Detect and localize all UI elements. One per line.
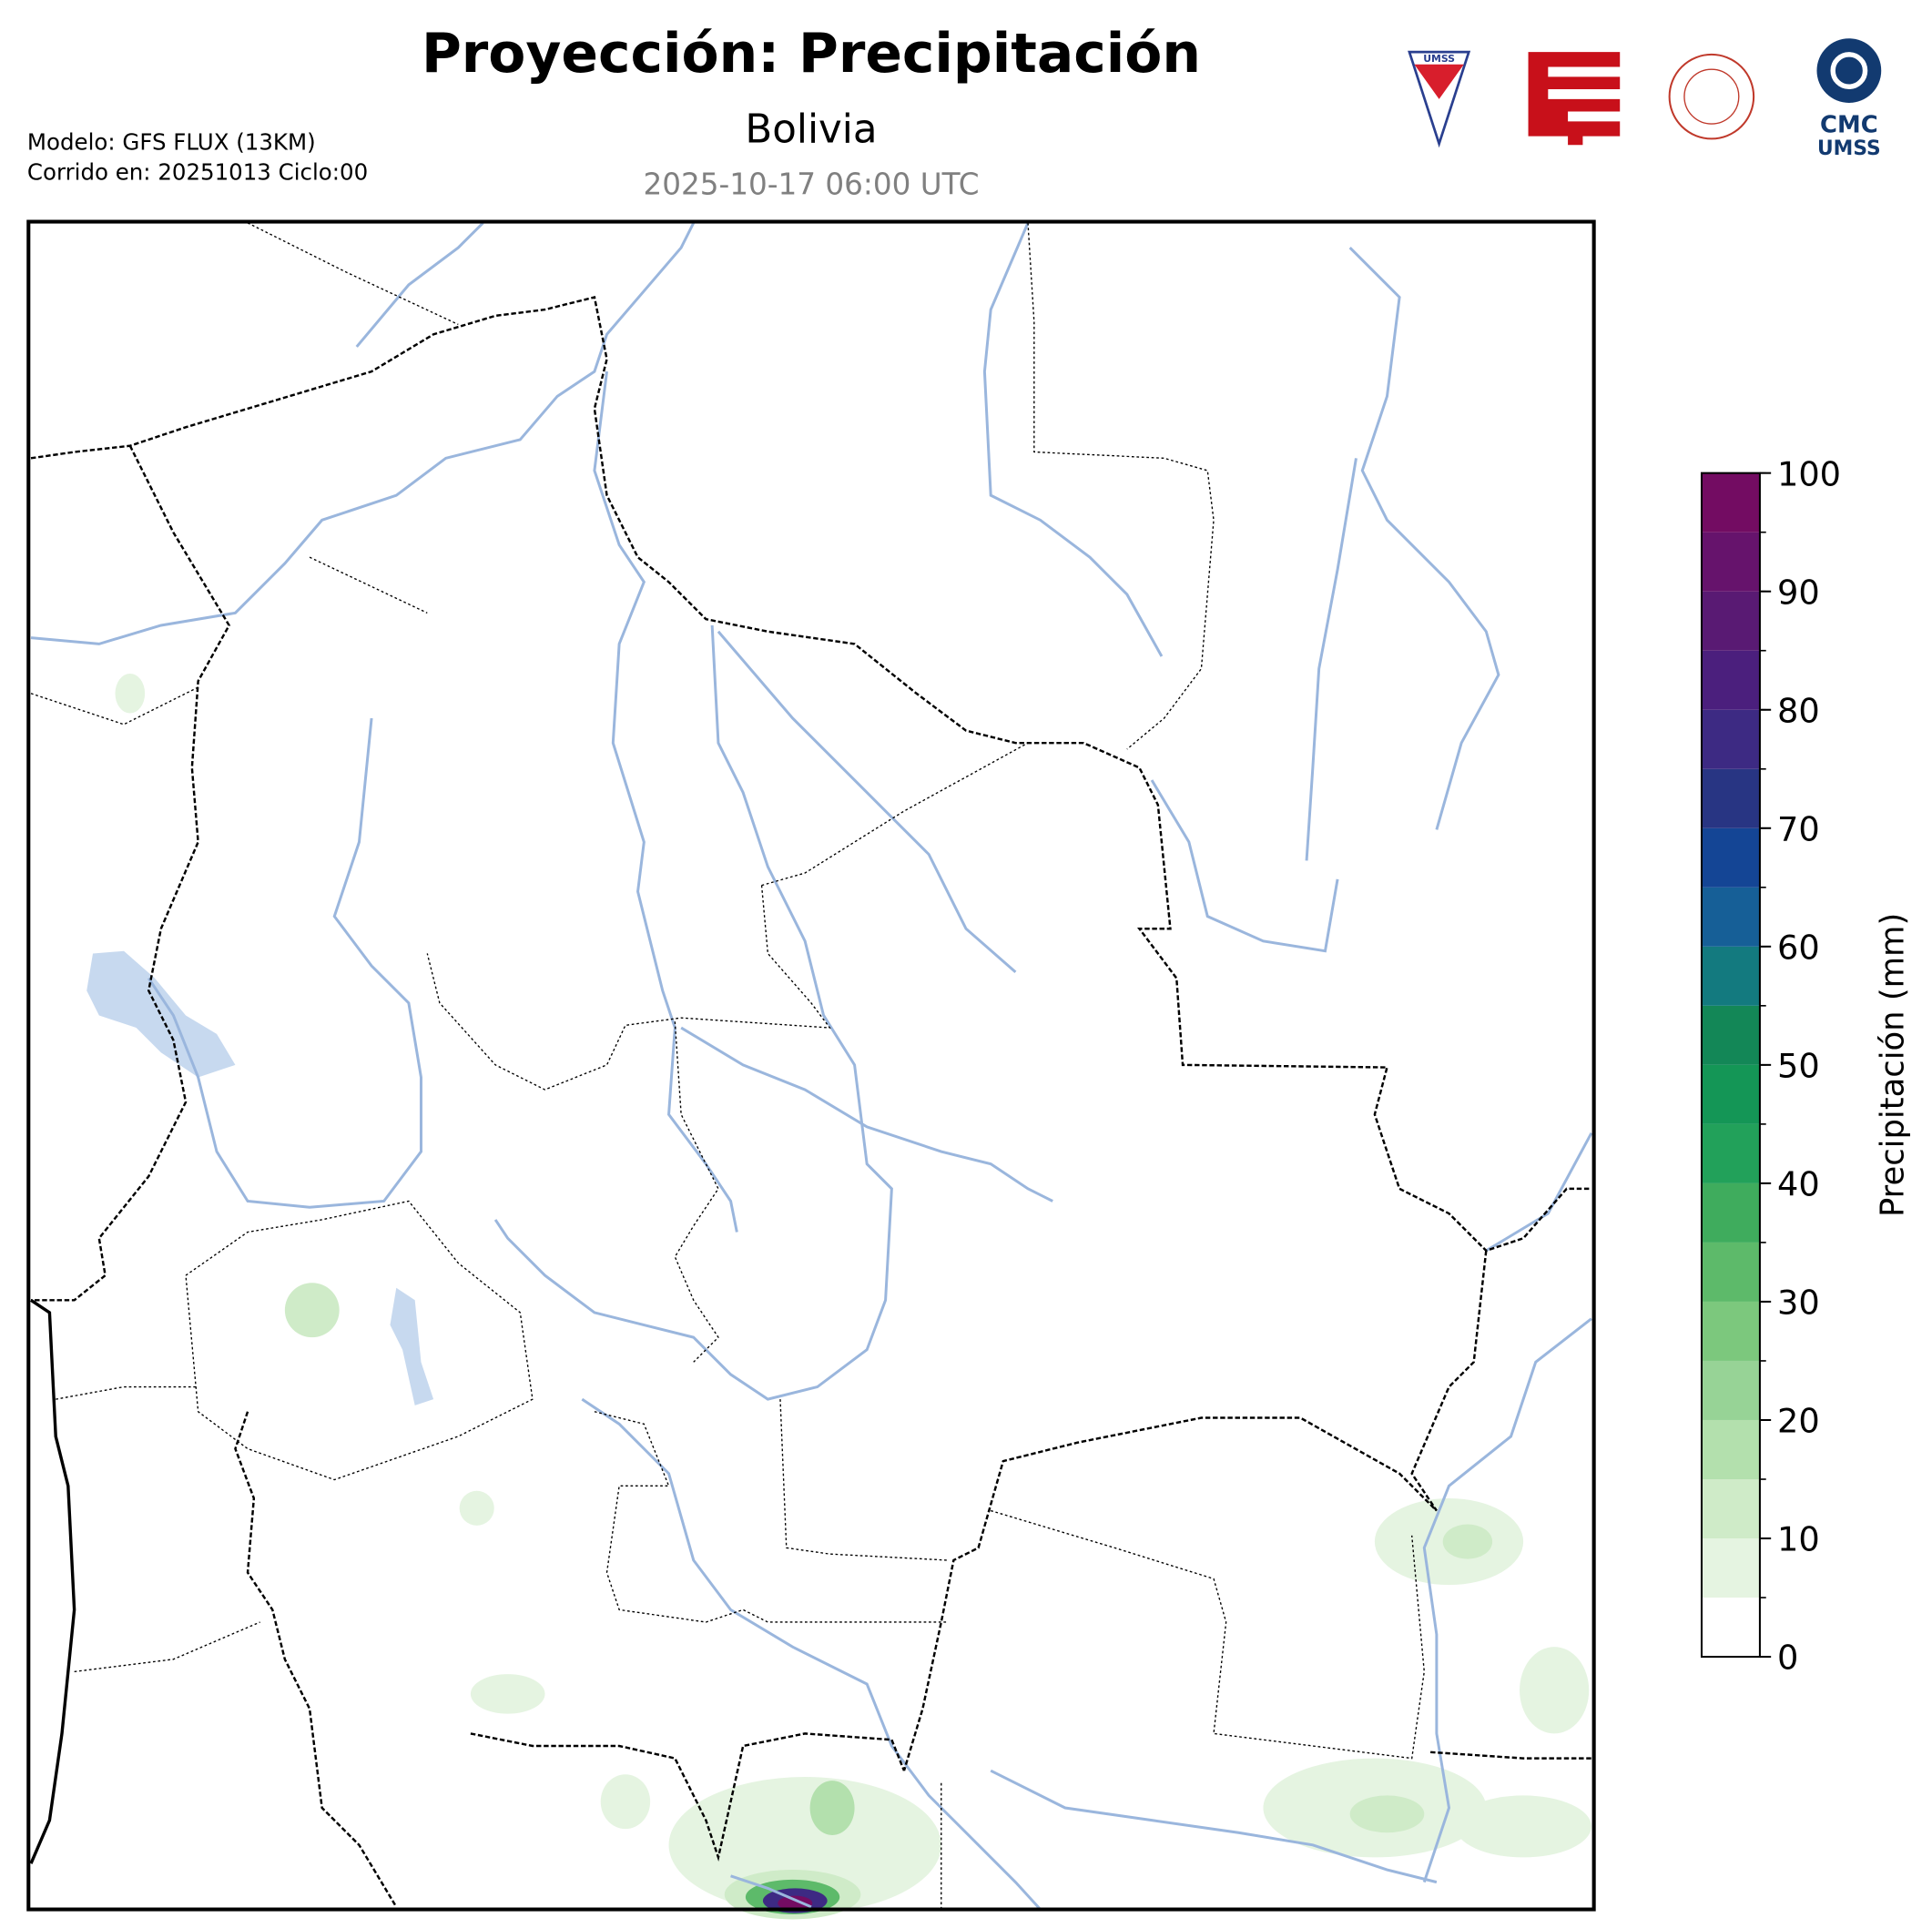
river bbox=[717, 630, 1017, 973]
rivers bbox=[30, 221, 1593, 1911]
admin-border bbox=[1027, 222, 1215, 750]
colorbar-segment bbox=[1701, 1064, 1760, 1124]
river bbox=[680, 1026, 1053, 1202]
tick-label: 80 bbox=[1777, 691, 1820, 730]
admin-border bbox=[779, 1399, 948, 1561]
colorbar-segment bbox=[1701, 1005, 1760, 1065]
border bbox=[31, 445, 231, 1302]
tick-label: 60 bbox=[1777, 928, 1820, 967]
rain-area bbox=[115, 674, 146, 714]
admin-border bbox=[674, 1021, 719, 1363]
tick-label: 0 bbox=[1777, 1639, 1798, 1678]
river bbox=[1422, 1317, 1592, 1883]
colorbar-segment bbox=[1701, 1598, 1760, 1658]
rain-area bbox=[1520, 1647, 1590, 1734]
border bbox=[1430, 1750, 1591, 1760]
colorbar-segment bbox=[1701, 709, 1760, 769]
logos: UMSS CMC UMSS bbox=[1408, 38, 1882, 160]
region: Bolivia bbox=[745, 107, 877, 152]
tick-label: 100 bbox=[1777, 454, 1841, 493]
logo-shield-red bbox=[1414, 64, 1464, 99]
valid-time: 2025-10-17 06:00 UTC bbox=[643, 167, 979, 202]
colorbar-segment bbox=[1701, 946, 1760, 1006]
border bbox=[902, 1250, 1488, 1771]
rain-area bbox=[470, 1674, 545, 1714]
colorbar-segment bbox=[1701, 887, 1760, 947]
coastline bbox=[29, 1298, 76, 1864]
rain-area bbox=[1455, 1795, 1591, 1858]
model-line: Corrido en: 20251013 Ciclo:00 bbox=[27, 158, 368, 185]
tick-label: 50 bbox=[1777, 1046, 1820, 1085]
river bbox=[990, 1769, 1438, 1884]
map-area bbox=[28, 221, 1594, 1910]
border bbox=[470, 1732, 906, 1862]
logo-cmc bbox=[1816, 38, 1882, 103]
river bbox=[730, 1874, 812, 1909]
colorbar-segment bbox=[1701, 1123, 1760, 1183]
river bbox=[1348, 247, 1500, 830]
rain-area bbox=[1442, 1524, 1493, 1559]
colorbar-segment bbox=[1701, 650, 1760, 710]
title: Proyección: Precipitación bbox=[422, 22, 1201, 86]
colorbar-segment bbox=[1701, 591, 1760, 651]
precipitation bbox=[115, 674, 1591, 1920]
rain-area bbox=[809, 1781, 855, 1835]
colorbar-segment bbox=[1701, 1301, 1760, 1361]
tick-label: 10 bbox=[1777, 1520, 1820, 1559]
river bbox=[982, 222, 1164, 657]
rain-area bbox=[284, 1283, 340, 1338]
tick-label: 90 bbox=[1777, 573, 1820, 612]
admin-border bbox=[74, 1621, 260, 1673]
river bbox=[147, 717, 422, 1209]
admin-border bbox=[247, 222, 459, 326]
model-line: Modelo: GFS FLUX (13KM) bbox=[27, 129, 316, 156]
river bbox=[1485, 1131, 1593, 1253]
colorbar-segment bbox=[1701, 827, 1760, 888]
logo-cmc-ring bbox=[1830, 52, 1868, 89]
map bbox=[26, 219, 1596, 1920]
colorbar-label: Precipitación (mm) bbox=[1875, 913, 1912, 1217]
river bbox=[1150, 779, 1339, 953]
admin-border bbox=[991, 1509, 1425, 1760]
borders bbox=[29, 222, 1591, 1910]
admin-border bbox=[594, 1411, 948, 1623]
colorbar-segment bbox=[1701, 1479, 1760, 1539]
rain-area bbox=[600, 1774, 651, 1830]
colorbar-segment bbox=[1701, 472, 1760, 533]
tick-label: 30 bbox=[1777, 1284, 1820, 1323]
lake bbox=[86, 950, 236, 1078]
river bbox=[30, 222, 696, 645]
rain-area bbox=[459, 1490, 494, 1526]
colorbar-segment bbox=[1701, 1538, 1760, 1598]
colorbar-segment bbox=[1701, 532, 1760, 592]
logo-circle bbox=[1668, 53, 1755, 140]
admin-border bbox=[185, 1200, 534, 1481]
colorbar-segment bbox=[1701, 1360, 1760, 1420]
colorbar-segment bbox=[1701, 768, 1760, 828]
river bbox=[355, 221, 484, 348]
rain-area bbox=[1349, 1795, 1425, 1833]
border bbox=[30, 296, 1591, 1253]
tick-label: 40 bbox=[1777, 1165, 1820, 1204]
tick-label: 20 bbox=[1777, 1402, 1820, 1441]
lakes bbox=[86, 950, 434, 1405]
tick-label: 70 bbox=[1777, 809, 1820, 848]
river bbox=[493, 624, 893, 1401]
colorbar-segment bbox=[1701, 1242, 1760, 1302]
river bbox=[593, 370, 738, 1233]
logo-red bbox=[1528, 52, 1621, 146]
admin-border bbox=[309, 556, 428, 614]
logo-text: UMSS bbox=[1817, 137, 1881, 160]
logo-circle-inner bbox=[1683, 68, 1740, 125]
colorbar-segment bbox=[1701, 1182, 1760, 1243]
river bbox=[1305, 458, 1357, 861]
colorbar-segment bbox=[1701, 1419, 1760, 1480]
map-frame bbox=[26, 219, 1596, 1912]
lake bbox=[390, 1287, 434, 1405]
colorbar: Precipitación (mm) 0 10 20 30 40 50 60 70 80 90 10… bbox=[1700, 454, 1912, 1678]
logo-text: CMC bbox=[1820, 112, 1878, 139]
rain-area bbox=[778, 1895, 813, 1911]
logo-text: UMSS bbox=[1423, 53, 1455, 65]
